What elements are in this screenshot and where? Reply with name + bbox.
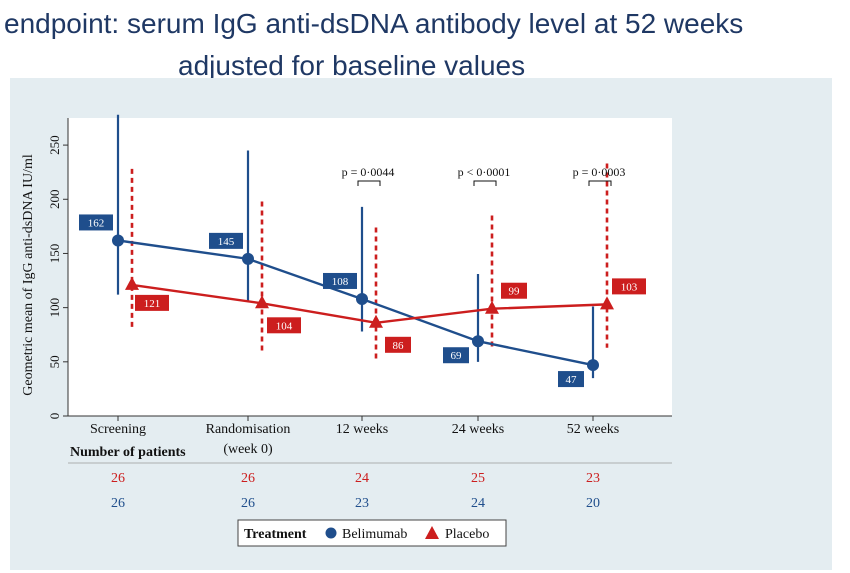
belimumab-value-label: 145 (218, 236, 235, 248)
placebo-point (125, 276, 139, 290)
placebo-patient-count: 25 (471, 471, 485, 486)
x-tick-label: (week 0) (223, 442, 273, 457)
belimumab-point (112, 234, 124, 247)
placebo-value-label: 121 (144, 298, 161, 310)
belimumab-point (356, 292, 368, 305)
p-value-label: p = 0·0044 (342, 165, 395, 179)
y-tick-label: 200 (47, 190, 62, 210)
belimumab-value-box (443, 347, 469, 364)
belimumab-value-box (323, 272, 357, 289)
placebo-point (485, 300, 499, 314)
placebo-point (369, 314, 383, 328)
legend-belimumab-marker (325, 527, 337, 539)
belimumab-value-box (558, 371, 584, 388)
placebo-value-box (612, 278, 646, 295)
belimumab-point (472, 335, 484, 348)
x-tick-label: Randomisation (206, 422, 291, 437)
placebo-value-label: 86 (393, 340, 405, 352)
slide-title-line-2: adjusted for baseline values (178, 50, 526, 81)
plot-area (68, 118, 672, 416)
belimumab-point (242, 252, 254, 265)
x-tick-label: 12 weeks (336, 422, 389, 437)
belimumab-patient-count: 20 (586, 496, 600, 511)
p-value-bracket (588, 180, 612, 186)
legend-title: Treatment (244, 527, 307, 542)
belimumab-value-box (209, 232, 243, 249)
x-tick-label: Screening (90, 422, 146, 437)
placebo-point (600, 296, 614, 310)
belimumab-value-label: 162 (88, 217, 105, 229)
legend-placebo-marker (425, 526, 439, 539)
p-value-label: p = 0·0003 (573, 165, 626, 179)
p-value-bracket (473, 180, 497, 186)
belimumab-patient-count: 26 (111, 496, 125, 511)
placebo-value-box (267, 317, 301, 334)
legend-box (237, 519, 507, 547)
placebo-patient-count: 26 (241, 471, 255, 486)
belimumab-point (587, 359, 599, 372)
x-tick-label: 24 weeks (452, 422, 505, 437)
placebo-value-box (385, 336, 411, 353)
placebo-value-box (135, 294, 169, 311)
belimumab-patient-count: 24 (471, 496, 485, 511)
belimumab-value-label: 47 (566, 374, 578, 386)
y-tick-label: 250 (47, 135, 62, 155)
slide-title-line-1: endpoint: serum IgG anti-dsDNA antibody … (4, 8, 744, 39)
legend-placebo-label: Placebo (445, 527, 489, 542)
placebo-value-box (501, 282, 527, 299)
placebo-point (255, 295, 269, 309)
p-value-label: p < 0·0001 (458, 165, 511, 179)
belimumab-value-box (79, 214, 113, 231)
placebo-patient-count: 23 (586, 471, 600, 486)
y-tick-label: 50 (47, 355, 62, 368)
y-tick-label: 0 (47, 413, 62, 420)
placebo-patient-count: 26 (111, 471, 125, 486)
belimumab-patient-count: 26 (241, 496, 255, 511)
p-value-bracket (357, 180, 381, 186)
placebo-value-label: 104 (276, 320, 293, 332)
placebo-value-label: 99 (509, 286, 521, 298)
y-tick-label: 100 (47, 298, 62, 318)
placebo-patient-count: 24 (355, 471, 369, 486)
placebo-value-label: 103 (621, 281, 638, 293)
y-axis-title: Geometric mean of IgG anti-dsDNA IU/ml (21, 154, 36, 396)
belimumab-patient-count: 23 (355, 496, 369, 511)
patients-heading: Number of patients (70, 445, 186, 460)
belimumab-value-label: 69 (451, 350, 463, 362)
belimumab-value-label: 108 (332, 276, 349, 288)
x-tick-label: 52 weeks (567, 422, 620, 437)
legend-belimumab-label: Belimumab (342, 527, 407, 542)
y-tick-label: 150 (47, 244, 62, 263)
